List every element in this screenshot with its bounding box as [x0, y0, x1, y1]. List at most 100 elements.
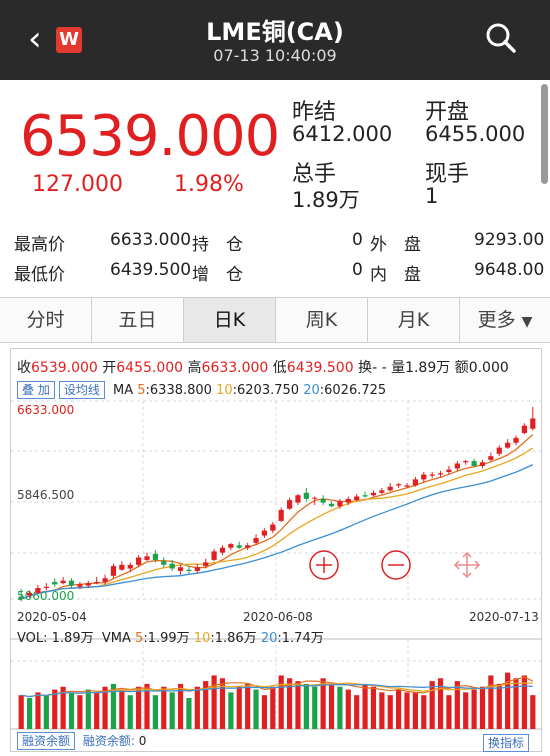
volume-bar — [110, 683, 117, 729]
volume-bar — [60, 686, 66, 729]
fullscreen-icon[interactable] — [453, 551, 481, 579]
ma5-line — [20, 434, 534, 600]
vma20-value: 1.74万 — [281, 631, 324, 646]
tab-daily-k[interactable]: 日K — [184, 298, 276, 342]
search-icon[interactable] — [484, 21, 518, 55]
candle-body — [94, 581, 100, 584]
tab-five-day[interactable]: 五日 — [92, 298, 184, 342]
volume-bar — [454, 681, 460, 729]
volume-bar — [446, 695, 452, 729]
volume-bar — [521, 675, 528, 729]
volume-bar — [270, 686, 276, 729]
candle-body — [228, 544, 234, 548]
zoom-out-icon[interactable] — [381, 550, 411, 580]
candle-body — [211, 551, 217, 560]
low-label-k: 低 — [272, 360, 287, 376]
stats-table: 最高价 6633.000 持 仓 0 外 盘 9293.00 最低价 6439.… — [0, 224, 550, 288]
candle-body — [454, 463, 460, 469]
candle-body — [119, 564, 125, 570]
volume-bar — [203, 681, 209, 729]
close-label: 收 — [17, 360, 31, 376]
ma10-line — [20, 447, 534, 600]
volume-bar — [437, 678, 444, 729]
volume-bar — [345, 689, 351, 729]
margin-balance-button[interactable]: 融资余额 — [17, 732, 76, 750]
candle-body — [370, 492, 377, 496]
overlay-button[interactable]: 叠 加 — [17, 381, 55, 399]
volume-bar — [278, 675, 284, 729]
low-value: 6439.500 — [110, 260, 192, 280]
candle-body — [52, 581, 58, 585]
prev-close-value: 6412.000 — [292, 122, 393, 146]
candle-body — [261, 530, 268, 536]
volume-bar — [94, 692, 100, 729]
volume-bar — [337, 686, 343, 729]
outer-value: 9293.00 — [474, 230, 545, 250]
candle-body — [194, 567, 200, 571]
candle-body — [345, 498, 351, 503]
candle-body — [479, 462, 486, 466]
chart-canvas: 6633.000 5846.500 5060.000 2020-05-04 20… — [11, 400, 541, 730]
candle-body — [18, 596, 24, 599]
tab-more[interactable]: 更多 ▼ — [460, 298, 550, 342]
volume-bar — [18, 695, 24, 729]
amount-value: 0.000 — [468, 360, 509, 376]
candles — [18, 407, 536, 602]
candle-body — [496, 447, 502, 454]
volume-bar — [354, 695, 360, 729]
candle-body — [161, 561, 167, 565]
prev-close-label: 昨结 — [292, 100, 337, 125]
tab-monthly-k[interactable]: 月K — [368, 298, 460, 342]
volume-bar — [43, 695, 49, 729]
high-value-k: 6633.000 — [201, 360, 269, 376]
volume-bar — [463, 692, 469, 729]
candle-body — [488, 456, 494, 460]
volume-bar — [496, 683, 502, 729]
volume-bar — [253, 689, 259, 729]
back-icon[interactable]: ‹ — [28, 19, 42, 59]
candle-body — [169, 563, 175, 569]
current-hand-label: 现手 — [425, 162, 470, 187]
candle-body — [320, 498, 326, 503]
scrollbar[interactable] — [541, 84, 548, 184]
volume-bar — [312, 686, 318, 729]
volume-ma-lines — [21, 676, 534, 698]
price-change: 127.000 — [32, 172, 123, 197]
volume-bar — [261, 695, 268, 729]
switch-indicator-button[interactable]: 换指标 — [482, 734, 529, 752]
volume-bar — [488, 675, 494, 729]
high-label-k: 高 — [187, 360, 202, 376]
volume-bar — [471, 689, 477, 729]
top-bar: ‹ W LME铜(CA) 07-13 10:40:09 — [0, 0, 550, 80]
candle-body — [144, 556, 150, 560]
candle-body — [379, 490, 385, 493]
candle-body — [505, 442, 511, 448]
y-axis-top: 6633.000 — [17, 403, 74, 417]
candle-body — [245, 545, 251, 548]
low-label: 最低价 — [14, 265, 65, 285]
ma10-value: 6203.750 — [237, 383, 300, 398]
candle-body — [354, 496, 360, 501]
high-label: 最高价 — [14, 235, 65, 255]
close-value: 6539.000 — [31, 360, 98, 376]
open-value-k: 6455.000 — [116, 360, 184, 376]
y-axis-mid: 5846.500 — [17, 488, 74, 502]
current-hand-value: 1 — [425, 184, 439, 208]
volume-bar — [421, 695, 427, 729]
x-axis-date-1: 2020-05-04 — [17, 610, 87, 624]
volume-bar — [228, 692, 234, 729]
volume-bar — [505, 672, 511, 729]
volume-bar — [186, 698, 192, 729]
candle-body — [35, 588, 41, 593]
candle-body — [429, 474, 435, 476]
x-axis-date-3: 2020-07-13 — [469, 610, 539, 624]
tab-intraday[interactable]: 分时 — [0, 298, 92, 342]
zoom-in-icon[interactable] — [309, 550, 339, 580]
tab-weekly-k[interactable]: 周K — [276, 298, 368, 342]
volume-bar — [245, 683, 251, 729]
volume-bar — [169, 692, 175, 729]
kline-chart[interactable]: 收6539.000 开6455.000 高6633.000 低6439.500 … — [10, 348, 542, 752]
outer-label: 外 盘 — [370, 235, 421, 255]
candle-body — [362, 495, 368, 497]
set-ma-button[interactable]: 设均线 — [58, 381, 105, 399]
